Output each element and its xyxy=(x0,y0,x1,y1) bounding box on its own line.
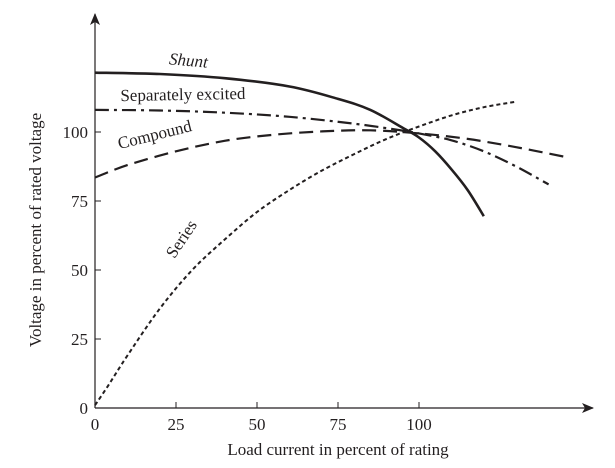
y-axis-title: Voltage in percent of rated voltage xyxy=(26,113,45,347)
separately-excited-label: Separately excited xyxy=(120,84,246,105)
separately-excited-curve xyxy=(94,108,550,186)
y-tick-label: 100 xyxy=(63,123,89,142)
y-tick-label: 25 xyxy=(71,330,88,349)
compound-curve xyxy=(94,129,566,179)
series-label: Series xyxy=(162,216,201,261)
compound-label: Compound xyxy=(116,116,194,153)
x-tick-label: 75 xyxy=(330,415,347,434)
y-tick-label: 75 xyxy=(71,192,88,211)
series-curve xyxy=(94,100,517,406)
y-tick-label: 50 xyxy=(71,261,88,280)
x-tick-label: 25 xyxy=(168,415,185,434)
axes xyxy=(90,13,594,413)
shunt-label: Shunt xyxy=(168,49,210,71)
curves xyxy=(94,71,566,406)
x-tick-label: 0 xyxy=(91,415,100,434)
x-tick-label: 50 xyxy=(249,415,266,434)
shunt-curve xyxy=(94,71,485,217)
y-ticks: 0 25 50 75 100 xyxy=(63,123,101,418)
x-axis-title: Load current in percent of rating xyxy=(227,440,449,459)
x-tick-label: 100 xyxy=(406,415,432,434)
x-ticks: 0 25 50 75 100 xyxy=(91,402,432,434)
y-tick-label: 0 xyxy=(80,399,89,418)
